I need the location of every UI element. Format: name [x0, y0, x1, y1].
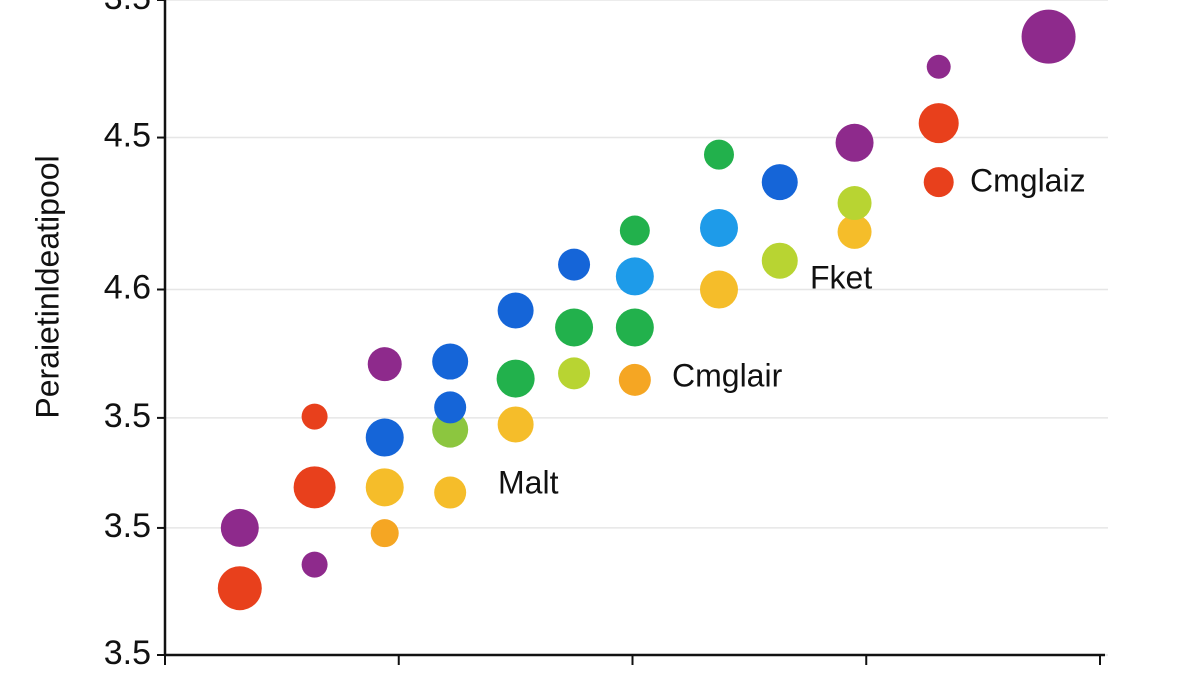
bubble — [615, 308, 654, 347]
bubble — [615, 257, 654, 296]
bubble — [217, 566, 262, 611]
bubble — [558, 357, 591, 390]
bubble — [926, 54, 951, 79]
bubble — [699, 270, 738, 309]
bubble — [555, 308, 594, 347]
bubble — [703, 139, 734, 170]
bubble — [301, 551, 328, 578]
bubble — [301, 403, 328, 430]
bubble — [220, 508, 259, 547]
bubble — [497, 292, 534, 329]
bubble — [365, 418, 404, 457]
y-tick-label: 4.6 — [104, 268, 151, 306]
bubble — [923, 167, 954, 198]
bubble — [619, 215, 650, 246]
bubble — [558, 248, 591, 281]
bubble — [370, 519, 399, 548]
annotation: Fket — [810, 259, 872, 295]
annotation: Cmglair — [672, 357, 783, 393]
bubble — [434, 476, 467, 509]
bubble — [618, 363, 651, 396]
annotation: Cmglaiz — [970, 162, 1086, 198]
bubble — [432, 343, 469, 380]
y-axis-title: Peraietinldeatipool — [29, 155, 65, 418]
annotation: Malt — [498, 464, 559, 500]
bubble — [497, 406, 534, 443]
bubble — [837, 214, 872, 249]
bubble — [835, 123, 874, 162]
bubble — [434, 391, 467, 424]
bubble — [367, 347, 402, 382]
y-tick-label: 3.5 — [104, 0, 151, 17]
y-tick-label: 3.5 — [104, 397, 151, 435]
bubble — [918, 103, 959, 144]
bubble — [761, 164, 798, 201]
bubble — [432, 411, 469, 448]
bubble — [761, 242, 798, 279]
bubble — [365, 468, 404, 507]
y-tick-label: 4.5 — [104, 117, 151, 155]
y-tick-label: 3.5 — [104, 507, 151, 545]
bubble — [496, 359, 535, 398]
bubble — [1021, 9, 1076, 64]
bubble — [837, 186, 872, 221]
bubble — [699, 208, 738, 247]
bubble — [293, 466, 336, 509]
y-tick-label: 3.5 — [104, 634, 151, 672]
